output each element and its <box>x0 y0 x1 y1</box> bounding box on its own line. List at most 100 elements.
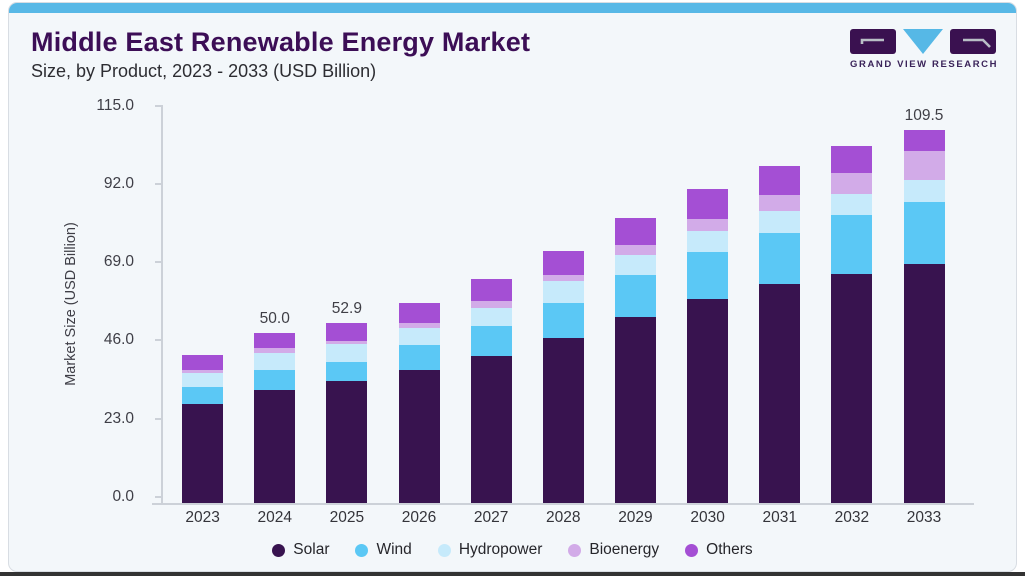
bar-segment-wind[interactable] <box>254 369 296 391</box>
logo-marks <box>850 29 996 54</box>
bar-segment-solar[interactable] <box>470 356 512 503</box>
bar-segment-solar[interactable] <box>903 263 945 503</box>
chart-subtitle: Size, by Product, 2023 - 2033 (USD Billi… <box>31 61 377 81</box>
total-label-2033: 109.5 <box>904 107 944 125</box>
chart-title: Middle East Renewable Energy Market <box>31 27 531 57</box>
bar-segment-hydropower[interactable] <box>759 210 801 234</box>
total-label-2025: 52.9 <box>331 299 362 317</box>
bar-segment-wind[interactable] <box>759 233 801 285</box>
bar-segment-hydropower[interactable] <box>470 307 512 326</box>
bar-segment-bioenergy[interactable] <box>398 322 440 328</box>
bar-segment-solar[interactable] <box>542 338 584 503</box>
y-tick-mark <box>155 496 162 498</box>
legend-item-others[interactable]: Others <box>685 541 753 559</box>
y-tick-label: 46.0 <box>103 331 134 349</box>
x-axis-label-2032: 2032 <box>834 509 870 526</box>
bar-segment-solar[interactable] <box>759 284 801 503</box>
bar-segment-solar[interactable] <box>614 317 656 503</box>
bar-2026[interactable] <box>398 303 440 503</box>
bar-segment-solar[interactable] <box>254 390 296 503</box>
legend-label: Others <box>706 541 753 558</box>
bar-segment-bioenergy[interactable] <box>182 370 224 374</box>
bar-segment-solar[interactable] <box>326 381 368 503</box>
bar-segment-wind[interactable] <box>542 302 584 339</box>
chart-card: Middle East Renewable Energy Market Size… <box>8 2 1017 572</box>
bar-segment-hydropower[interactable] <box>903 180 945 203</box>
bar-2023[interactable] <box>182 354 224 503</box>
x-axis-label-2030: 2030 <box>690 509 725 526</box>
bar-segment-others[interactable] <box>614 217 656 245</box>
bar-segment-bioenergy[interactable] <box>614 245 656 255</box>
legend-item-hydropower[interactable]: Hydropower <box>437 541 542 559</box>
y-axis-line <box>161 105 163 504</box>
bar-segment-hydropower[interactable] <box>398 327 440 346</box>
bar-2031[interactable] <box>759 166 801 503</box>
y-tick-label: 69.0 <box>103 253 134 271</box>
x-axis-label-2027: 2027 <box>473 509 509 526</box>
bar-segment-others[interactable] <box>326 322 368 342</box>
bar-segment-others[interactable] <box>542 250 584 275</box>
bar-segment-others[interactable] <box>182 354 224 371</box>
bar-segment-wind[interactable] <box>903 202 945 264</box>
bar-segment-hydropower[interactable] <box>326 344 368 363</box>
bar-segment-bioenergy[interactable] <box>326 341 368 345</box>
bar-segment-solar[interactable] <box>182 404 224 503</box>
bar-segment-others[interactable] <box>470 279 512 301</box>
bar-segment-bioenergy[interactable] <box>759 194 801 211</box>
bar-segment-hydropower[interactable] <box>614 254 656 275</box>
x-axis-label-2025: 2025 <box>329 509 365 526</box>
bar-segment-bioenergy[interactable] <box>254 348 296 353</box>
total-label-2024: 50.0 <box>259 309 290 327</box>
bar-segment-hydropower[interactable] <box>831 193 873 216</box>
bar-segment-wind[interactable] <box>470 326 512 357</box>
legend-dot-hydropower <box>437 543 451 557</box>
legend-item-bioenergy[interactable]: Bioenergy <box>568 541 659 559</box>
bar-segment-others[interactable] <box>254 332 296 349</box>
bar-segment-others[interactable] <box>831 145 873 173</box>
plot-area: Market Size (USD Billion) 0.0 23.0 46.0 69.… <box>9 3 1016 571</box>
bar-segment-wind[interactable] <box>614 274 656 318</box>
legend-dot-wind <box>355 543 369 557</box>
y-tick-mark <box>155 104 162 107</box>
bar-segment-others[interactable] <box>398 303 440 323</box>
legend: Solar Wind Hydropower Bioenergy Others <box>9 541 1016 559</box>
bar-2032[interactable] <box>831 145 873 503</box>
bar-segment-bioenergy[interactable] <box>903 151 945 181</box>
bar-segment-hydropower[interactable] <box>542 280 584 303</box>
x-axis-label-2033: 2033 <box>906 509 942 526</box>
bar-segment-bioenergy[interactable] <box>470 300 512 308</box>
bar-segment-wind[interactable] <box>326 362 368 382</box>
logo-v-icon <box>903 29 943 54</box>
bar-segment-hydropower[interactable] <box>254 352 296 370</box>
legend-item-solar[interactable]: Solar <box>272 541 329 559</box>
logo-r-icon <box>950 29 996 54</box>
bar-2024[interactable] <box>254 332 296 503</box>
bar-2027[interactable] <box>470 279 512 503</box>
bar-2029[interactable] <box>614 217 656 503</box>
bar-segment-others[interactable] <box>687 189 729 220</box>
x-axis-label-2023: 2023 <box>185 509 220 526</box>
bar-segment-others[interactable] <box>759 166 801 195</box>
y-tick-mark <box>155 261 162 264</box>
legend-label: Bioenergy <box>589 541 660 558</box>
bar-segment-bioenergy[interactable] <box>687 219 729 232</box>
legend-dot-bioenergy <box>568 543 582 557</box>
bar-segment-wind[interactable] <box>182 387 224 405</box>
bar-segment-solar[interactable] <box>687 298 729 503</box>
bar-2028[interactable] <box>542 250 584 503</box>
bar-segment-wind[interactable] <box>831 215 873 274</box>
bar-2030[interactable] <box>687 189 729 503</box>
bar-segment-wind[interactable] <box>398 345 440 371</box>
bar-segment-hydropower[interactable] <box>687 231 729 253</box>
bar-segment-others[interactable] <box>903 130 945 152</box>
bar-segment-bioenergy[interactable] <box>831 172 873 194</box>
bar-2033[interactable] <box>903 130 945 503</box>
bar-segment-bioenergy[interactable] <box>542 274 584 281</box>
bar-2025[interactable] <box>326 322 368 503</box>
bar-segment-wind[interactable] <box>687 252 729 299</box>
bar-segment-hydropower[interactable] <box>182 373 224 388</box>
bar-segment-solar[interactable] <box>398 370 440 503</box>
y-tick-label: 92.0 <box>103 174 134 192</box>
legend-item-wind[interactable]: Wind <box>355 541 412 559</box>
bar-segment-solar[interactable] <box>831 273 873 503</box>
